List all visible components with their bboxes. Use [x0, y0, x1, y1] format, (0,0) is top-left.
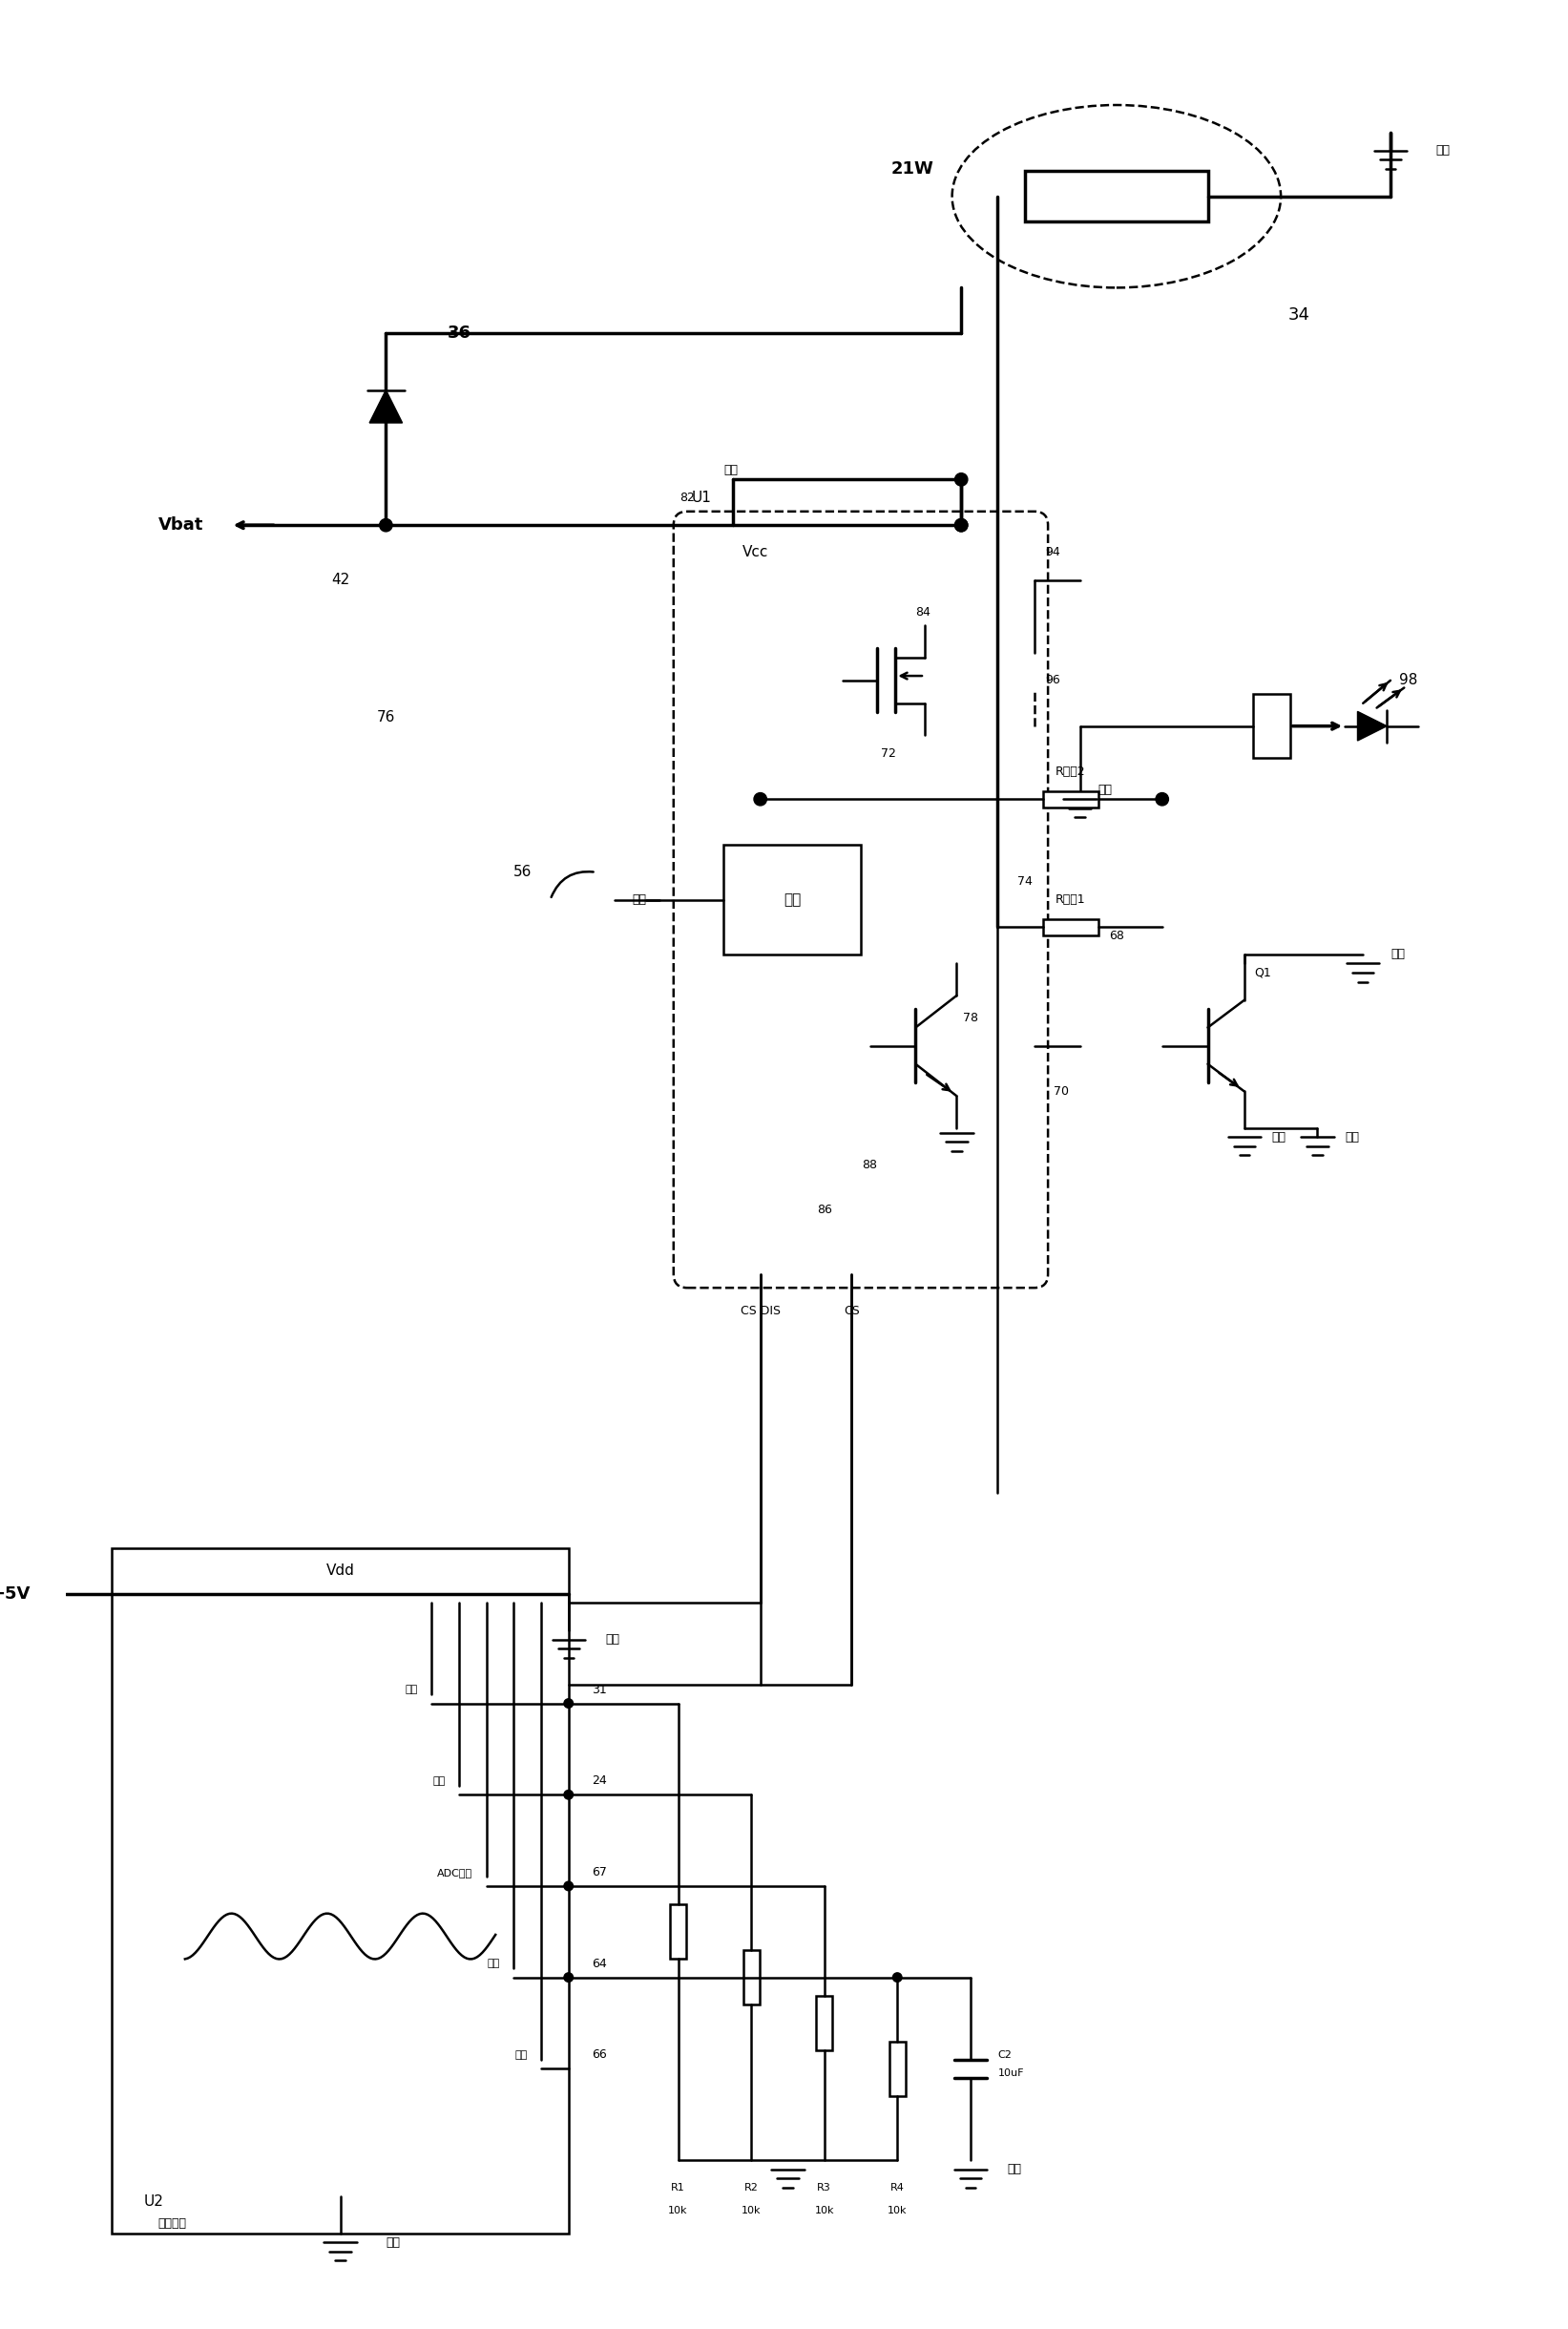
Text: U1: U1 [691, 491, 712, 505]
Text: 接地: 接地 [1391, 948, 1405, 960]
Text: 输出: 输出 [514, 2050, 527, 2059]
Text: 78: 78 [963, 1013, 978, 1025]
Text: 接地: 接地 [1007, 2164, 1021, 2175]
Text: 42: 42 [331, 573, 350, 587]
Polygon shape [370, 389, 403, 424]
Text: R1: R1 [671, 2182, 685, 2192]
Bar [815, 1996, 833, 2050]
Text: 10uF: 10uF [997, 2068, 1024, 2077]
Text: 94: 94 [1044, 547, 1060, 559]
Text: 31: 31 [591, 1684, 607, 1696]
Bar [889, 2040, 905, 2096]
Text: 接地: 接地 [605, 1633, 619, 1647]
Text: CS: CS [844, 1304, 859, 1316]
Text: 66: 66 [591, 2050, 607, 2061]
Text: R3: R3 [817, 2182, 831, 2192]
Text: 10k: 10k [668, 2206, 688, 2215]
Text: 输出: 输出 [405, 1684, 417, 1696]
Text: 36: 36 [447, 324, 470, 342]
Text: 24: 24 [591, 1775, 607, 1786]
Polygon shape [1358, 710, 1386, 741]
Text: 82: 82 [679, 491, 695, 503]
Text: 64: 64 [591, 1956, 607, 1970]
Text: 96: 96 [1044, 673, 1060, 687]
Text: 84: 84 [916, 606, 931, 617]
Circle shape [379, 519, 392, 531]
Text: 输入: 输入 [632, 894, 646, 906]
Circle shape [955, 473, 967, 487]
Bar [743, 1949, 759, 2005]
Text: C2: C2 [997, 2050, 1011, 2059]
Bar [1253, 694, 1290, 757]
Text: 98: 98 [1400, 673, 1417, 687]
Text: 67: 67 [591, 1866, 607, 1880]
Text: R感测1: R感测1 [1055, 894, 1087, 906]
Circle shape [1156, 792, 1168, 806]
Text: 10k: 10k [887, 2206, 906, 2215]
Text: R感测2: R感测2 [1055, 766, 1087, 778]
Text: 21W: 21W [891, 161, 935, 177]
Text: 88: 88 [862, 1158, 878, 1171]
Text: 68: 68 [1109, 929, 1124, 943]
Circle shape [564, 1882, 574, 1891]
Text: 接地: 接地 [1436, 144, 1450, 156]
Text: CS DIS: CS DIS [740, 1304, 781, 1316]
Text: 微控制器: 微控制器 [158, 2217, 187, 2231]
Text: 接地: 接地 [1098, 785, 1113, 797]
Text: 56: 56 [514, 864, 532, 880]
Text: R4: R4 [891, 2182, 905, 2192]
Text: 输出: 输出 [488, 1959, 500, 1968]
Circle shape [564, 1791, 574, 1800]
Text: 76: 76 [376, 710, 395, 724]
Text: Vbat: Vbat [158, 517, 204, 533]
Text: Vdd: Vdd [326, 1563, 354, 1579]
Circle shape [564, 1698, 574, 1707]
Bar [670, 1905, 687, 1959]
Text: 72: 72 [881, 748, 895, 759]
Text: 接地: 接地 [1272, 1132, 1286, 1144]
Bar [1025, 172, 1207, 221]
Text: 70: 70 [1054, 1085, 1069, 1097]
Text: 接地: 接地 [386, 2236, 400, 2247]
Circle shape [564, 1973, 574, 1982]
Text: R2: R2 [745, 2182, 759, 2192]
Text: 86: 86 [817, 1204, 831, 1216]
Text: U2: U2 [144, 2194, 163, 2208]
Text: 接地: 接地 [1345, 1132, 1359, 1144]
Text: 逻辑: 逻辑 [784, 892, 801, 906]
Circle shape [955, 519, 967, 531]
Text: 输出: 输出 [433, 1777, 445, 1786]
Text: 34: 34 [1289, 307, 1311, 324]
Text: 74: 74 [1018, 876, 1033, 887]
Bar [111, 1549, 569, 2234]
Text: 10k: 10k [814, 2206, 834, 2215]
Text: Vcc: Vcc [742, 545, 768, 559]
Bar [1043, 792, 1098, 808]
Text: ADC输入: ADC输入 [437, 1868, 472, 1877]
Circle shape [754, 792, 767, 806]
Text: Q1: Q1 [1254, 967, 1272, 978]
Circle shape [955, 519, 967, 531]
Bar [1043, 920, 1098, 936]
Text: 10k: 10k [742, 2206, 760, 2215]
Bar [724, 845, 861, 955]
Text: +5V: +5V [0, 1586, 30, 1602]
Text: 输出: 输出 [724, 463, 739, 477]
Circle shape [892, 1973, 902, 1982]
